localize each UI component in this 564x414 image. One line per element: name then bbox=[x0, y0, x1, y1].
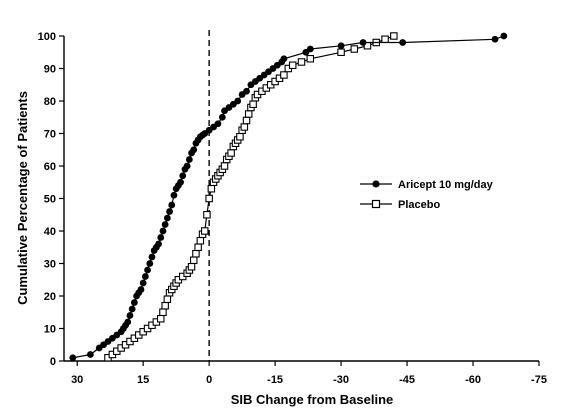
x-tick-label: 15 bbox=[137, 374, 149, 386]
y-tick-label: 100 bbox=[38, 31, 56, 43]
data-point bbox=[381, 35, 389, 43]
series-line bbox=[72, 35, 505, 359]
x-tick-label: -60 bbox=[465, 374, 481, 386]
data-point bbox=[141, 273, 149, 280]
data-point bbox=[177, 178, 184, 186]
series-placebo bbox=[104, 32, 398, 362]
legend: Aricept 10 mg/day Placebo bbox=[360, 179, 494, 211]
data-point bbox=[159, 227, 167, 235]
legend-aricept-label: Aricept 10 mg/day bbox=[398, 179, 494, 191]
data-point bbox=[236, 133, 244, 141]
y-tick-label: 90 bbox=[44, 64, 56, 76]
data-point bbox=[350, 45, 359, 53]
series-aricept bbox=[69, 32, 508, 362]
x-tick-label: -75 bbox=[531, 374, 547, 386]
y-tick-label: 50 bbox=[44, 194, 56, 206]
data-point bbox=[157, 234, 165, 241]
data-point bbox=[249, 100, 257, 109]
data-point bbox=[390, 32, 398, 40]
data-point bbox=[124, 318, 132, 326]
data-point bbox=[192, 250, 200, 258]
x-tick-label: -15 bbox=[267, 374, 283, 386]
data-point bbox=[500, 32, 508, 40]
y-tick-label: 0 bbox=[50, 356, 56, 368]
legend-placebo-label: Placebo bbox=[398, 199, 440, 211]
y-tick-label: 70 bbox=[44, 129, 56, 141]
data-point bbox=[491, 35, 499, 43]
data-point bbox=[168, 201, 176, 209]
tick-labels: 0 10 20 30 40 50 60 70 80 90 100 30 15 0 -15 -30 -45 -60 -… bbox=[38, 31, 547, 386]
data-point bbox=[220, 162, 229, 170]
data-point bbox=[161, 221, 169, 228]
data-point bbox=[183, 162, 191, 170]
y-tick-label: 10 bbox=[44, 324, 56, 336]
data-point bbox=[189, 256, 198, 264]
x-tick-label: -30 bbox=[333, 374, 349, 386]
y-tick-label: 20 bbox=[44, 291, 56, 303]
data-point bbox=[190, 146, 198, 154]
data-point bbox=[159, 308, 167, 316]
y-axis-title: Cumulative Percentage of Patients bbox=[15, 91, 30, 305]
data-point bbox=[207, 185, 216, 193]
data-point bbox=[218, 113, 226, 121]
y-tick-label: 60 bbox=[44, 161, 56, 173]
data-point bbox=[128, 305, 136, 313]
data-point bbox=[297, 58, 306, 66]
data-point bbox=[205, 194, 213, 203]
data-point bbox=[306, 45, 314, 53]
data-point bbox=[280, 71, 288, 79]
data-point bbox=[137, 286, 145, 293]
data-point bbox=[359, 39, 367, 46]
data-point bbox=[242, 116, 251, 125]
data-point bbox=[337, 42, 345, 50]
data-point bbox=[399, 39, 407, 46]
data-point bbox=[185, 156, 193, 163]
data-point bbox=[243, 87, 250, 95]
data-point bbox=[163, 295, 172, 303]
data-point bbox=[200, 227, 209, 235]
data-point bbox=[288, 61, 297, 69]
data-point bbox=[337, 48, 345, 56]
data-point bbox=[244, 110, 253, 118]
x-tick-label: 0 bbox=[206, 374, 212, 386]
x-tick-label: 30 bbox=[71, 374, 83, 386]
series-layer bbox=[69, 32, 508, 362]
data-point bbox=[144, 266, 151, 274]
data-point bbox=[187, 262, 196, 271]
data-point bbox=[240, 123, 249, 131]
data-point bbox=[227, 149, 235, 157]
data-point bbox=[194, 243, 202, 252]
data-point bbox=[155, 240, 162, 248]
data-point bbox=[196, 237, 205, 245]
y-tick-label: 30 bbox=[44, 259, 56, 271]
data-point bbox=[69, 354, 77, 362]
data-point bbox=[203, 211, 211, 219]
axes bbox=[59, 35, 540, 366]
y-tick-label: 80 bbox=[44, 96, 56, 108]
x-tick-label: -45 bbox=[399, 374, 415, 386]
legend-aricept-marker bbox=[372, 180, 380, 188]
data-point bbox=[130, 299, 138, 306]
data-point bbox=[139, 279, 147, 287]
data-point bbox=[161, 301, 169, 310]
data-point bbox=[280, 55, 288, 63]
y-tick-label: 40 bbox=[44, 226, 56, 238]
data-point bbox=[146, 260, 154, 267]
data-point bbox=[179, 172, 187, 180]
data-point bbox=[157, 314, 165, 323]
data-point bbox=[170, 191, 178, 199]
data-point bbox=[166, 208, 173, 215]
data-point bbox=[126, 312, 134, 319]
data-point bbox=[86, 351, 94, 358]
data-point bbox=[214, 120, 222, 128]
x-axis-title: SIB Change from Baseline bbox=[231, 392, 394, 407]
data-point bbox=[234, 97, 242, 105]
data-point bbox=[163, 214, 171, 222]
data-point bbox=[148, 253, 156, 261]
data-point bbox=[306, 54, 315, 63]
legend-placebo-marker bbox=[371, 199, 381, 209]
